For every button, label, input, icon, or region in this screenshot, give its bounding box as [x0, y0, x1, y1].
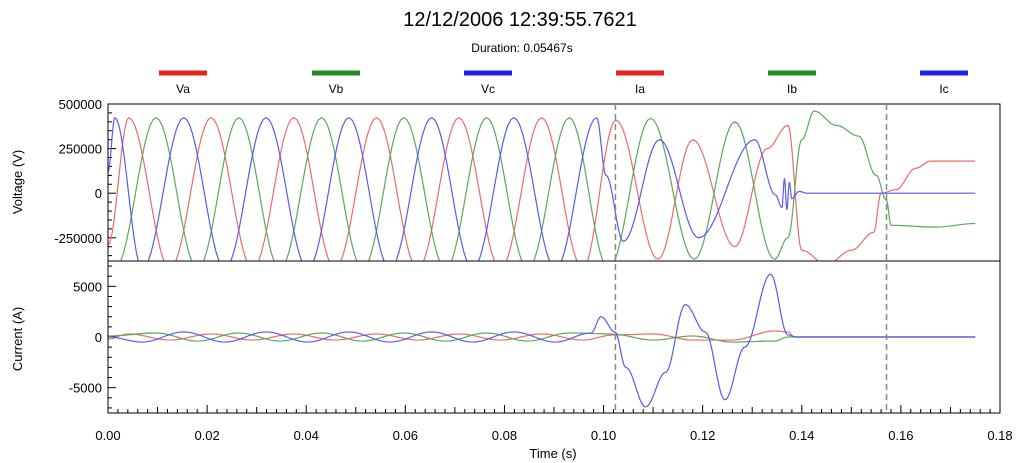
current-y-tick-label: -5000 — [69, 381, 102, 396]
x-tick-label: 0.06 — [393, 428, 418, 443]
x-tick-label: 0.10 — [591, 428, 616, 443]
current-panel: 5000 0 -5000 — [69, 260, 1001, 414]
voltage-series-group — [108, 110, 976, 261]
x-tick-label: 0.12 — [690, 428, 715, 443]
voltage-panel: 500000 250000 0 -250000 — [54, 97, 1001, 262]
x-tick-label: 0.18 — [987, 428, 1012, 443]
x-tick-label: 0.04 — [294, 428, 319, 443]
current-series-group — [108, 273, 976, 408]
legend-label-vc: Vc — [481, 82, 495, 96]
x-tick-label: 0.08 — [492, 428, 517, 443]
legend-label-ic: Ic — [939, 82, 948, 96]
voltage-y-tick-label: 250000 — [59, 142, 102, 157]
x-axis-title: Time (s) — [529, 446, 576, 461]
voltage-axis-title: Voltage (V) — [10, 150, 25, 214]
x-tick-label: 0.00 — [95, 428, 120, 443]
legend-label-va: Va — [176, 82, 190, 96]
series-line-vb — [108, 110, 976, 261]
legend-label-ia: Ia — [635, 82, 645, 96]
plot-area: 500000 250000 0 -250000 5000 0 -5000 0.00 0.02 0.… — [54, 97, 1012, 443]
legend: Va Vb Vc Ia Ib Ic — [159, 70, 968, 96]
x-tick-label: 0.02 — [194, 428, 219, 443]
current-axis-title: Current (A) — [10, 307, 25, 371]
chart-title: 12/12/2006 12:39:55.7621 — [403, 9, 637, 31]
series-line-ib — [108, 332, 976, 343]
x-tick-label: 0.14 — [789, 428, 814, 443]
voltage-y-tick-label: -250000 — [54, 231, 102, 246]
legend-label-ib: Ib — [787, 82, 797, 96]
series-line-vc — [108, 116, 976, 261]
series-line-ic — [108, 273, 976, 408]
legend-label-vb: Vb — [329, 82, 344, 96]
x-tick-label: 0.16 — [888, 428, 913, 443]
voltage-y-tick-label: 500000 — [59, 97, 102, 112]
voltage-y-tick-label: 0 — [95, 186, 102, 201]
current-y-tick-label: 0 — [95, 330, 102, 345]
current-y-tick-label: 5000 — [73, 279, 102, 294]
series-line-va — [108, 116, 976, 261]
chart-subtitle: Duration: 0.05467s — [471, 41, 572, 55]
